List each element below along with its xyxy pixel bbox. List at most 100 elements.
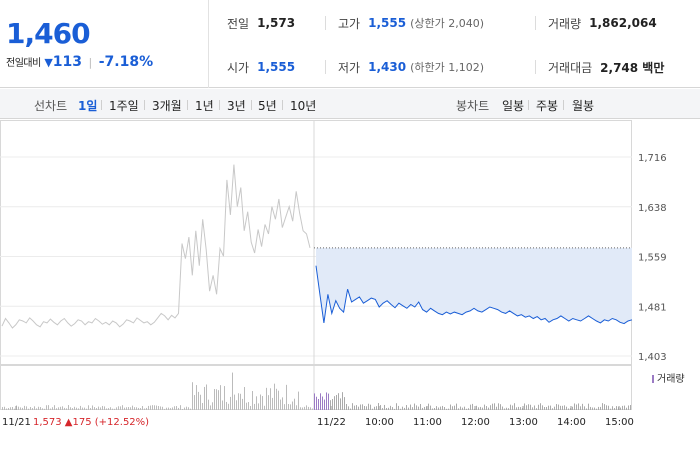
volume-bar [302, 407, 303, 410]
volume-bar [18, 406, 19, 410]
volume-bar [448, 408, 449, 410]
volume-bar [294, 398, 295, 410]
volume-bar [148, 405, 149, 410]
volume-bar [346, 404, 347, 410]
volume-bar [612, 406, 613, 410]
stat-prev-close: 전일 1,573 [227, 13, 295, 33]
volume-bar [544, 406, 545, 410]
tab-1-day[interactable]: 1일 [78, 99, 98, 113]
volume-bar [222, 400, 223, 410]
volume-bar [10, 407, 11, 410]
volume-bar [262, 396, 263, 410]
volume-bar [306, 405, 307, 410]
divider [535, 16, 536, 30]
x-tick-label: 11:00 [413, 417, 442, 428]
volume-bar [92, 405, 93, 410]
volume-bar [210, 405, 211, 410]
volume-bar [200, 394, 201, 410]
stat-low: 저가 1,430 (하한가 1,102) [338, 57, 484, 77]
volume-bar [6, 408, 7, 410]
tab-weekly-candle[interactable]: 주봉 [536, 99, 559, 113]
tab-1-year[interactable]: 1년 [195, 99, 214, 113]
volume-bar [274, 383, 275, 410]
volume-bar [72, 408, 73, 410]
x-tick-label: 10:00 [365, 417, 394, 428]
volume-bar [458, 408, 459, 410]
volume-bar [500, 404, 501, 410]
volume-bar [112, 408, 113, 410]
volume-bar [562, 405, 563, 410]
volume-bar [478, 407, 479, 410]
tab-10-years[interactable]: 10년 [290, 99, 317, 113]
volume-bar [490, 405, 491, 410]
volume-bar [556, 404, 557, 410]
volume-bar [420, 404, 421, 410]
volume-bar [64, 407, 65, 410]
volume-bar [442, 405, 443, 410]
volume-bar [610, 408, 611, 410]
y-tick-label: 1,481 [638, 302, 667, 313]
tab-daily-candle[interactable]: 일봉 [502, 99, 525, 113]
volume-bar [46, 405, 47, 410]
volume-bar [4, 406, 5, 410]
stat-value: 1,555 [368, 16, 407, 30]
volume-bar [122, 405, 123, 410]
volume-bar [624, 405, 625, 410]
stat-label: 거래대금 [548, 60, 593, 75]
volume-bar [492, 403, 493, 410]
y-tick-label: 1,559 [638, 253, 667, 264]
volume-bar [400, 408, 401, 410]
volume-bar [128, 407, 129, 410]
volume-bar [352, 403, 353, 410]
volume-bar [334, 396, 335, 410]
volume-bar [252, 391, 253, 410]
volume-bar [408, 407, 409, 410]
volume-bar [524, 403, 525, 410]
divider [325, 60, 326, 74]
volume-bar [366, 406, 367, 410]
volume-bar [342, 392, 343, 410]
volume-bar [82, 407, 83, 410]
change-amount: 113 [52, 54, 83, 70]
volume-bar [272, 397, 273, 410]
volume-bar [28, 408, 29, 410]
volume-bar [42, 408, 43, 410]
volume-bar [90, 408, 91, 410]
volume-bar [270, 388, 271, 410]
volume-bar [364, 405, 365, 410]
volume-bar [578, 403, 579, 410]
tab-1-week[interactable]: 1주일 [109, 99, 139, 113]
volume-bar [20, 407, 21, 410]
volume-bar [412, 407, 413, 410]
volume-bar [528, 404, 529, 410]
change-label: 전일대비 [6, 58, 41, 69]
tab-monthly-candle[interactable]: 월봉 [572, 99, 595, 113]
volume-bar [370, 404, 371, 410]
volume-bar [552, 408, 553, 410]
plot-frame [0, 120, 632, 365]
volume-bar [32, 408, 33, 410]
volume-bar [626, 407, 627, 410]
volume-bar [484, 404, 485, 410]
volume-bar [212, 402, 213, 410]
volume-bar [596, 408, 597, 410]
today-line [315, 265, 633, 325]
volume-bar [594, 407, 595, 410]
prev-day-line [1, 164, 311, 329]
volume-bar [204, 386, 205, 410]
volume-bar [230, 396, 231, 410]
tab-5-years[interactable]: 5년 [258, 99, 277, 113]
volume-bar [452, 406, 453, 410]
volume-bar [286, 384, 287, 410]
volume-bar [414, 403, 415, 410]
tab-3-years[interactable]: 3년 [227, 99, 246, 113]
volume-bar [592, 407, 593, 410]
volume-bar [554, 406, 555, 410]
volume-bar [310, 407, 311, 410]
volume-bar [216, 389, 217, 410]
down-triangle-icon: ▼ [44, 56, 53, 69]
tab-divider [101, 100, 102, 110]
tab-3-months[interactable]: 3개월 [152, 99, 182, 113]
x-tick-label: 12:00 [461, 417, 490, 428]
tab-divider [282, 100, 283, 110]
